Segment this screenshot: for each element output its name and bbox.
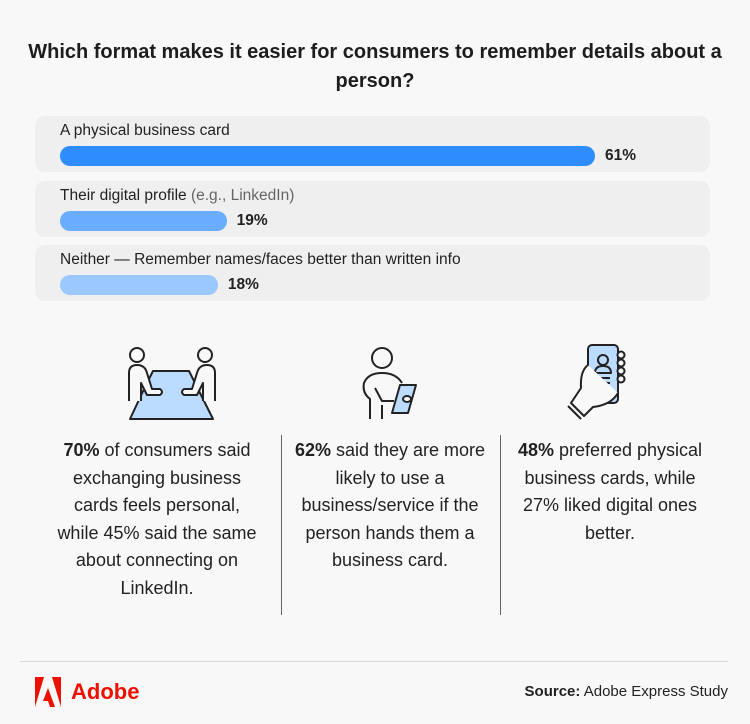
stat-2-highlight: 62%: [294, 440, 331, 460]
bar: [60, 211, 227, 231]
bar: [60, 275, 218, 295]
stat-1-text: of consumers said exchanging business ca…: [57, 440, 257, 598]
source-label: Source:: [524, 683, 581, 700]
stat-2: 62% said they are more likely to use a b…: [285, 437, 495, 575]
source-note: Source: Adobe Express Study: [525, 683, 728, 700]
footer-divider: [20, 661, 728, 662]
bar-row: Neither — Remember names/faces better th…: [35, 245, 710, 301]
bar-label: Neither — Remember names/faces better th…: [60, 251, 461, 269]
stat-1: 70% of consumers said exchanging busines…: [52, 437, 262, 602]
stat-1-highlight: 70%: [63, 440, 100, 460]
adobe-logo-icon: [35, 677, 61, 707]
stat-3-text: preferred physical business cards, while…: [522, 440, 703, 543]
bar-value-label: 18%: [227, 276, 259, 293]
bar-label-note: (e.g., LinkedIn): [190, 187, 295, 204]
stat-2-text: said they are more likely to use a busin…: [301, 440, 486, 570]
bar-row: A physical business card 61%: [35, 116, 710, 172]
bar-row: Their digital profile (e.g., LinkedIn) 19…: [35, 181, 710, 237]
bar-value-label: 19%: [236, 212, 268, 229]
divider: [500, 435, 501, 615]
adobe-logo: Adobe: [35, 677, 139, 707]
bar-label-text: Their digital profile: [60, 187, 187, 204]
bar-label: Their digital profile (e.g., LinkedIn): [60, 187, 294, 205]
meeting-table-icon: [128, 347, 216, 420]
bar-value-label: 61%: [605, 147, 637, 164]
divider: [281, 435, 282, 615]
person-with-card-icon: [362, 347, 417, 419]
bar: [60, 146, 595, 166]
adobe-logo-text: Adobe: [71, 679, 140, 704]
source-text: Adobe Express Study: [580, 683, 728, 700]
bar-label: A physical business card: [60, 122, 230, 140]
bar-label-text: A physical business card: [60, 122, 230, 139]
phone-profile-icon: [567, 344, 626, 420]
stat-3-highlight: 48%: [517, 440, 554, 460]
chart-title: Which format makes it easier for consume…: [28, 41, 722, 92]
stat-3: 48% preferred physical business cards, w…: [510, 437, 710, 547]
bar-label-text: Neither — Remember names/faces better th…: [60, 251, 461, 268]
